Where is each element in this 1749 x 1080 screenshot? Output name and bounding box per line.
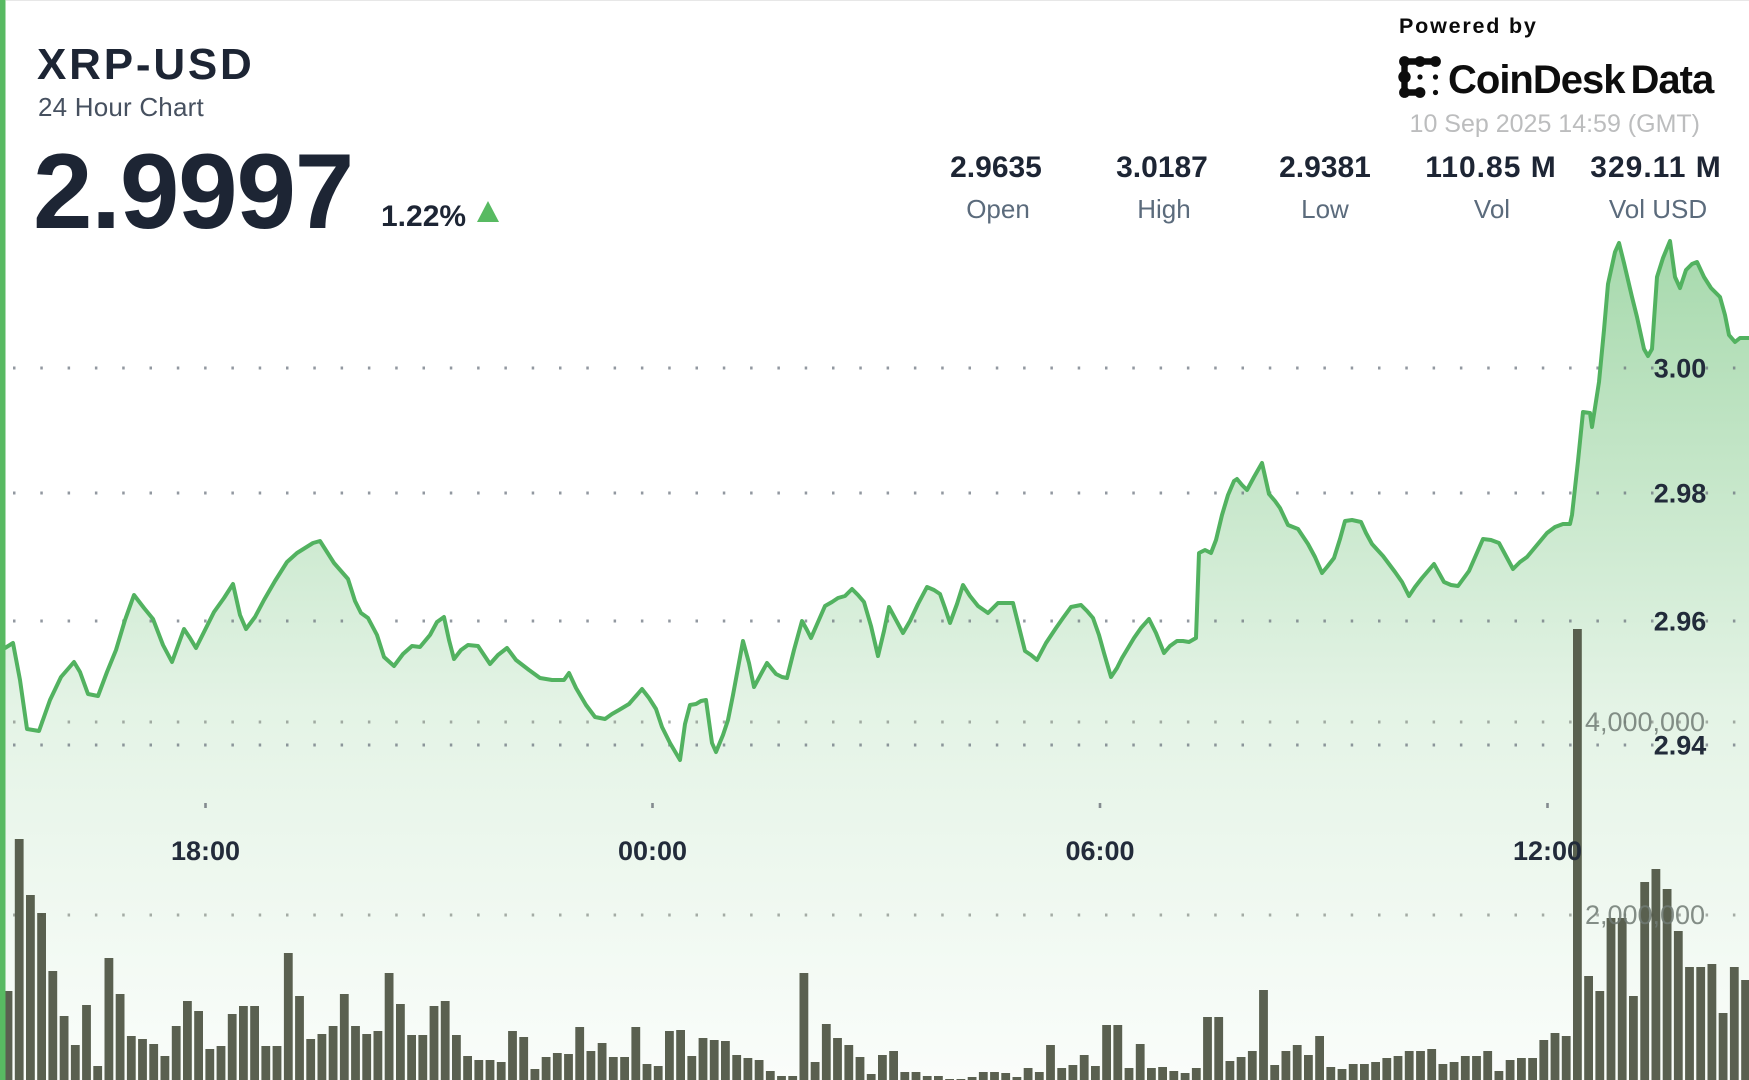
svg-text:2.94: 2.94 [1654,731,1707,761]
svg-text:2.98: 2.98 [1654,479,1707,509]
svg-text:00:00: 00:00 [618,836,687,866]
svg-text:18:00: 18:00 [171,836,240,866]
svg-text:12:00: 12:00 [1513,836,1582,866]
svg-text:06:00: 06:00 [1065,836,1134,866]
svg-text:2,000,000: 2,000,000 [1585,900,1705,930]
svg-text:4,000,000: 4,000,000 [1585,707,1705,737]
svg-text:3.00: 3.00 [1654,354,1707,384]
svg-text:2.96: 2.96 [1654,607,1707,637]
